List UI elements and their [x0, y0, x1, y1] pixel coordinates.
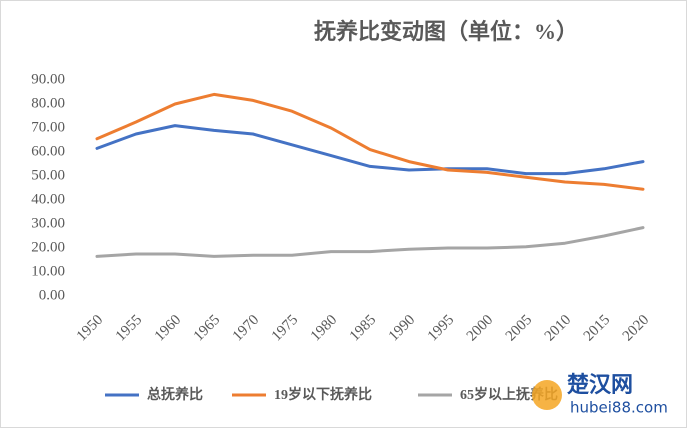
legend-label: 19岁以下抚养比: [274, 386, 372, 403]
y-tick-label: 90.00: [31, 71, 65, 87]
y-tick-label: 70.00: [31, 119, 65, 135]
y-tick-label: 30.00: [31, 215, 65, 231]
series-line: [95, 124, 645, 176]
y-tick-label: 50.00: [31, 167, 65, 183]
y-tick-label: 40.00: [31, 191, 65, 207]
watermark: 楚汉网: [567, 373, 633, 398]
y-tick-label: 10.00: [31, 263, 65, 279]
y-tick-label: 80.00: [31, 95, 65, 111]
series-line: [95, 226, 645, 258]
watermark-logo: [532, 380, 562, 410]
y-tick-label: 20.00: [31, 239, 65, 255]
chart-title: 抚养比变动图（单位：%）: [314, 19, 578, 44]
legend-label: 总抚养比: [147, 386, 203, 403]
y-tick-label: 60.00: [31, 143, 65, 159]
series-line: [95, 92, 645, 191]
watermark: hubei88.com: [570, 399, 668, 417]
y-tick-label: 0.00: [39, 287, 65, 303]
